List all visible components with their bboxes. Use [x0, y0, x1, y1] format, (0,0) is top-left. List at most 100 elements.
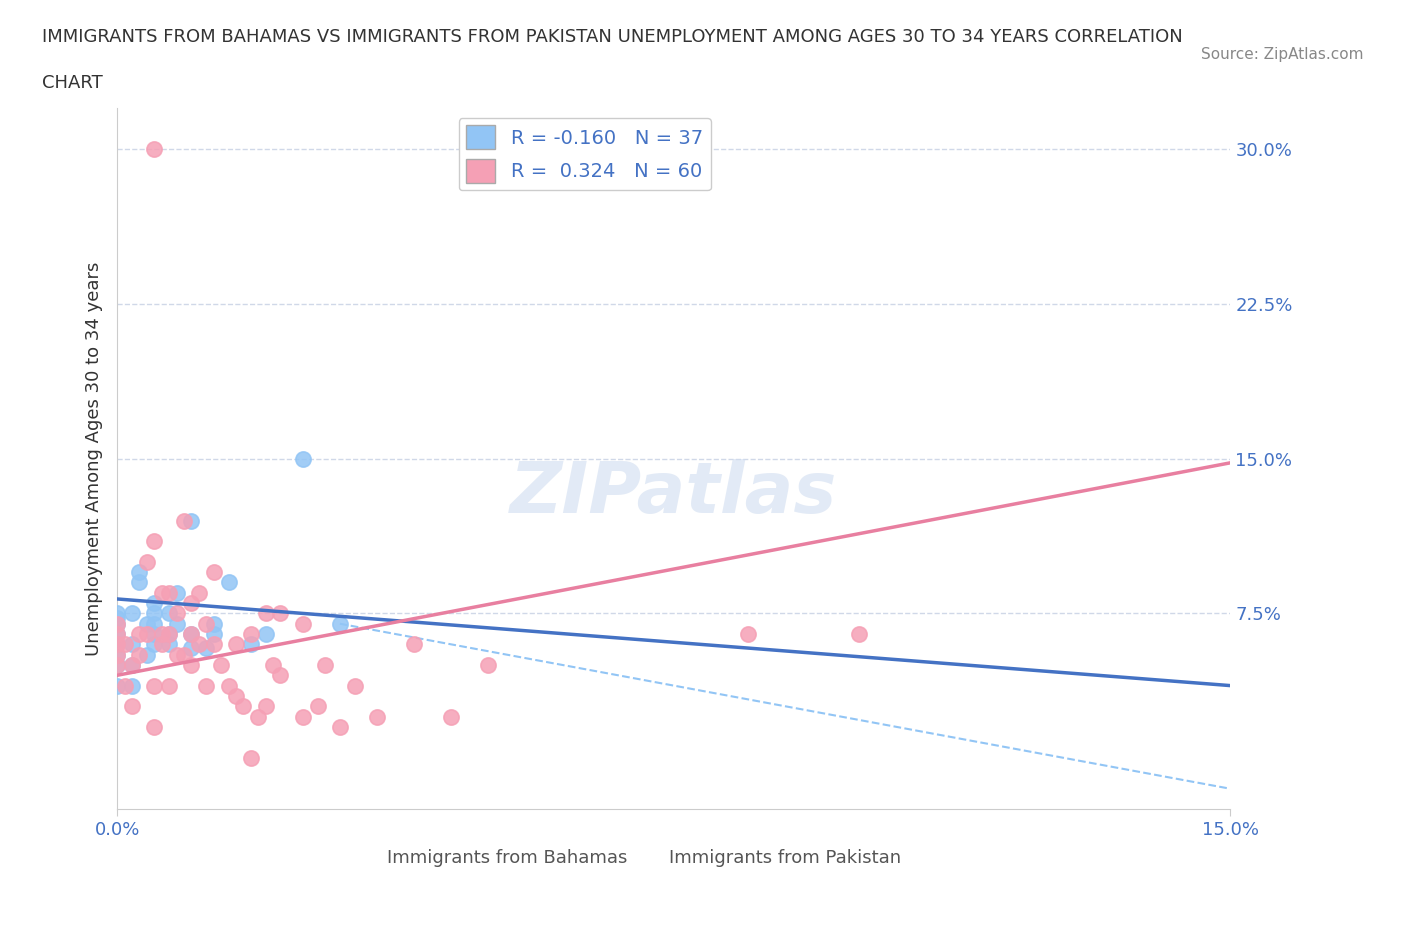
- Point: [143, 534, 166, 549]
- Point: [209, 658, 232, 672]
- Point: [135, 627, 157, 642]
- Point: [105, 647, 128, 662]
- Point: [143, 141, 166, 156]
- Point: [187, 637, 209, 652]
- Point: [291, 451, 314, 466]
- Point: [143, 627, 166, 642]
- Point: [121, 698, 143, 713]
- Point: [232, 698, 254, 713]
- Point: [239, 637, 262, 652]
- Text: Immigrants from Bahamas: Immigrants from Bahamas: [387, 849, 627, 868]
- Point: [329, 720, 352, 735]
- Point: [157, 585, 180, 600]
- Point: [143, 595, 166, 610]
- Point: [121, 678, 143, 693]
- Point: [247, 709, 270, 724]
- Point: [105, 637, 128, 652]
- Point: [143, 637, 166, 652]
- Point: [150, 585, 173, 600]
- Point: [105, 658, 128, 672]
- Point: [114, 678, 136, 693]
- Point: [202, 565, 225, 579]
- Point: [254, 627, 277, 642]
- Point: [225, 688, 247, 703]
- Point: [307, 698, 329, 713]
- Point: [166, 585, 188, 600]
- Point: [105, 658, 128, 672]
- Point: [848, 627, 870, 642]
- Text: Immigrants from Pakistan: Immigrants from Pakistan: [669, 849, 901, 868]
- Point: [180, 658, 202, 672]
- Point: [269, 606, 291, 621]
- Point: [166, 606, 188, 621]
- Point: [150, 637, 173, 652]
- Point: [121, 658, 143, 672]
- Point: [105, 627, 128, 642]
- Point: [202, 637, 225, 652]
- Text: ZIPatlas: ZIPatlas: [510, 459, 838, 528]
- Point: [173, 647, 195, 662]
- Point: [105, 637, 128, 652]
- Point: [121, 606, 143, 621]
- Point: [366, 709, 388, 724]
- Point: [440, 709, 463, 724]
- Point: [105, 627, 128, 642]
- Point: [105, 617, 128, 631]
- Legend: R = -0.160   N = 37, R =  0.324   N = 60: R = -0.160 N = 37, R = 0.324 N = 60: [458, 118, 711, 191]
- Point: [157, 606, 180, 621]
- Point: [180, 513, 202, 528]
- Point: [128, 627, 150, 642]
- Point: [477, 658, 499, 672]
- Point: [329, 617, 352, 631]
- Point: [135, 617, 157, 631]
- Point: [737, 627, 759, 642]
- Point: [218, 678, 240, 693]
- Point: [173, 513, 195, 528]
- Point: [239, 751, 262, 765]
- Point: [157, 678, 180, 693]
- Point: [166, 617, 188, 631]
- Point: [195, 641, 218, 656]
- FancyBboxPatch shape: [406, 848, 451, 869]
- FancyBboxPatch shape: [685, 848, 730, 869]
- Point: [202, 627, 225, 642]
- Point: [269, 668, 291, 683]
- Point: [105, 617, 128, 631]
- Point: [128, 565, 150, 579]
- Point: [105, 610, 128, 625]
- Point: [402, 637, 425, 652]
- Point: [121, 658, 143, 672]
- Point: [143, 720, 166, 735]
- Point: [291, 709, 314, 724]
- Point: [195, 678, 218, 693]
- Point: [143, 606, 166, 621]
- Point: [121, 637, 143, 652]
- Point: [343, 678, 366, 693]
- Point: [180, 641, 202, 656]
- Point: [128, 575, 150, 590]
- Point: [254, 606, 277, 621]
- Point: [157, 637, 180, 652]
- Point: [157, 627, 180, 642]
- Point: [143, 678, 166, 693]
- Point: [180, 595, 202, 610]
- Point: [180, 627, 202, 642]
- Point: [314, 658, 336, 672]
- Point: [105, 606, 128, 621]
- Point: [105, 647, 128, 662]
- Text: Source: ZipAtlas.com: Source: ZipAtlas.com: [1201, 46, 1364, 61]
- Point: [128, 647, 150, 662]
- Point: [291, 617, 314, 631]
- Y-axis label: Unemployment Among Ages 30 to 34 years: Unemployment Among Ages 30 to 34 years: [86, 261, 103, 656]
- Point: [202, 617, 225, 631]
- Point: [254, 698, 277, 713]
- Point: [187, 585, 209, 600]
- Text: IMMIGRANTS FROM BAHAMAS VS IMMIGRANTS FROM PAKISTAN UNEMPLOYMENT AMONG AGES 30 T: IMMIGRANTS FROM BAHAMAS VS IMMIGRANTS FR…: [42, 28, 1182, 46]
- Point: [195, 617, 218, 631]
- Point: [114, 637, 136, 652]
- Point: [135, 647, 157, 662]
- Point: [150, 627, 173, 642]
- Point: [225, 637, 247, 652]
- Text: CHART: CHART: [42, 74, 103, 92]
- Point: [262, 658, 284, 672]
